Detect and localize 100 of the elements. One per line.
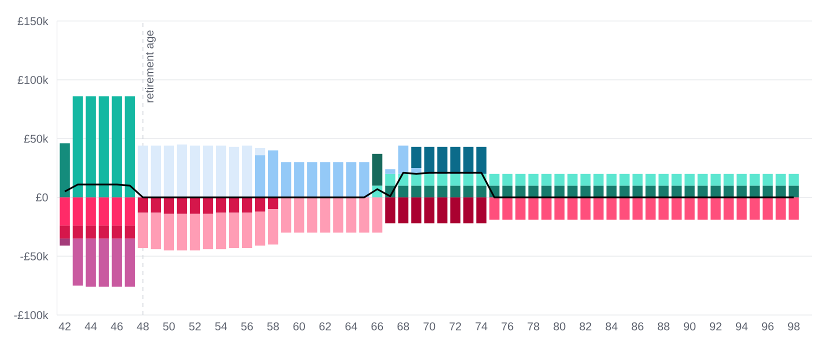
bar (724, 174, 734, 186)
bar (762, 174, 773, 186)
bar (658, 197, 669, 220)
bar (450, 186, 460, 198)
bar (698, 197, 708, 220)
bar (202, 197, 214, 214)
bar (281, 197, 292, 233)
bar (515, 174, 526, 186)
bar (385, 169, 396, 174)
x-tick-label: 70 (424, 322, 436, 330)
x-tick-label: 98 (788, 322, 800, 330)
bar (672, 186, 682, 198)
bar (86, 197, 96, 226)
bar (242, 146, 252, 198)
bar (658, 174, 669, 186)
bar (164, 197, 174, 214)
bar (346, 197, 356, 233)
bar (619, 174, 630, 186)
bar (60, 238, 70, 246)
bar (202, 146, 214, 198)
bar (437, 197, 448, 224)
x-tick-label: 42 (58, 322, 71, 330)
bar (398, 146, 408, 174)
bar (724, 197, 734, 220)
x-tick-label: 78 (528, 322, 540, 330)
y-tick-label: £50k (24, 134, 48, 143)
bar (554, 186, 565, 198)
bar (463, 186, 474, 198)
bar (736, 174, 747, 186)
bar (450, 146, 460, 174)
bar (124, 197, 135, 226)
bar (98, 96, 109, 198)
bar (138, 197, 148, 213)
bar (541, 186, 552, 198)
x-tick-label: 92 (710, 322, 722, 330)
bar (254, 197, 266, 212)
bar (254, 155, 266, 198)
x-tick-label: 82 (580, 322, 592, 330)
bar (736, 197, 747, 220)
bar (710, 197, 721, 220)
bar (606, 197, 617, 220)
y-tick-label: £150k (18, 16, 48, 26)
bar (228, 212, 240, 248)
bar (463, 197, 474, 224)
bar (60, 197, 70, 226)
x-tick-label: 60 (293, 322, 305, 330)
bar (515, 186, 526, 198)
bar (150, 146, 162, 198)
bar (359, 162, 370, 198)
bar (72, 226, 83, 239)
bar (619, 197, 630, 220)
bar (424, 174, 434, 186)
y-tick-label: £100k (18, 76, 48, 84)
x-tick-label: 50 (163, 322, 175, 330)
bar (632, 186, 643, 198)
bar (242, 212, 252, 248)
bar (216, 197, 226, 213)
bar (463, 146, 474, 174)
bar (593, 186, 604, 198)
bar (710, 174, 721, 186)
bar (320, 197, 330, 233)
bar (385, 174, 396, 186)
bar (254, 148, 266, 156)
bar (190, 197, 200, 214)
bar (684, 174, 695, 186)
bar (554, 197, 565, 220)
bar (580, 197, 591, 220)
bar (424, 197, 434, 224)
bar (750, 174, 760, 186)
bar (672, 197, 682, 220)
bar (333, 162, 344, 198)
bar (528, 174, 539, 186)
x-tick-label: 80 (554, 322, 566, 330)
bar (684, 186, 695, 198)
bar (646, 186, 656, 198)
x-tick-label: 52 (189, 322, 201, 330)
y-tick-label: -£100k (14, 310, 48, 320)
bar (124, 226, 135, 239)
bar (762, 197, 773, 220)
bar (528, 197, 539, 220)
bar (398, 186, 408, 198)
x-tick-label: 68 (398, 322, 410, 330)
bar (476, 186, 486, 198)
bar (619, 186, 630, 198)
x-tick-label: 62 (319, 322, 331, 330)
x-tick-label: 96 (762, 322, 774, 330)
bar (593, 174, 604, 186)
bar (450, 174, 460, 186)
bar (736, 186, 747, 198)
bar (307, 197, 318, 233)
bar (294, 162, 304, 198)
bar (72, 96, 83, 198)
bar (489, 174, 500, 186)
bar (541, 197, 552, 220)
bar (268, 209, 278, 244)
bar (112, 197, 122, 226)
bar (164, 146, 174, 198)
bar (320, 162, 330, 198)
x-tick-label: 46 (110, 322, 123, 330)
bar (86, 226, 96, 239)
